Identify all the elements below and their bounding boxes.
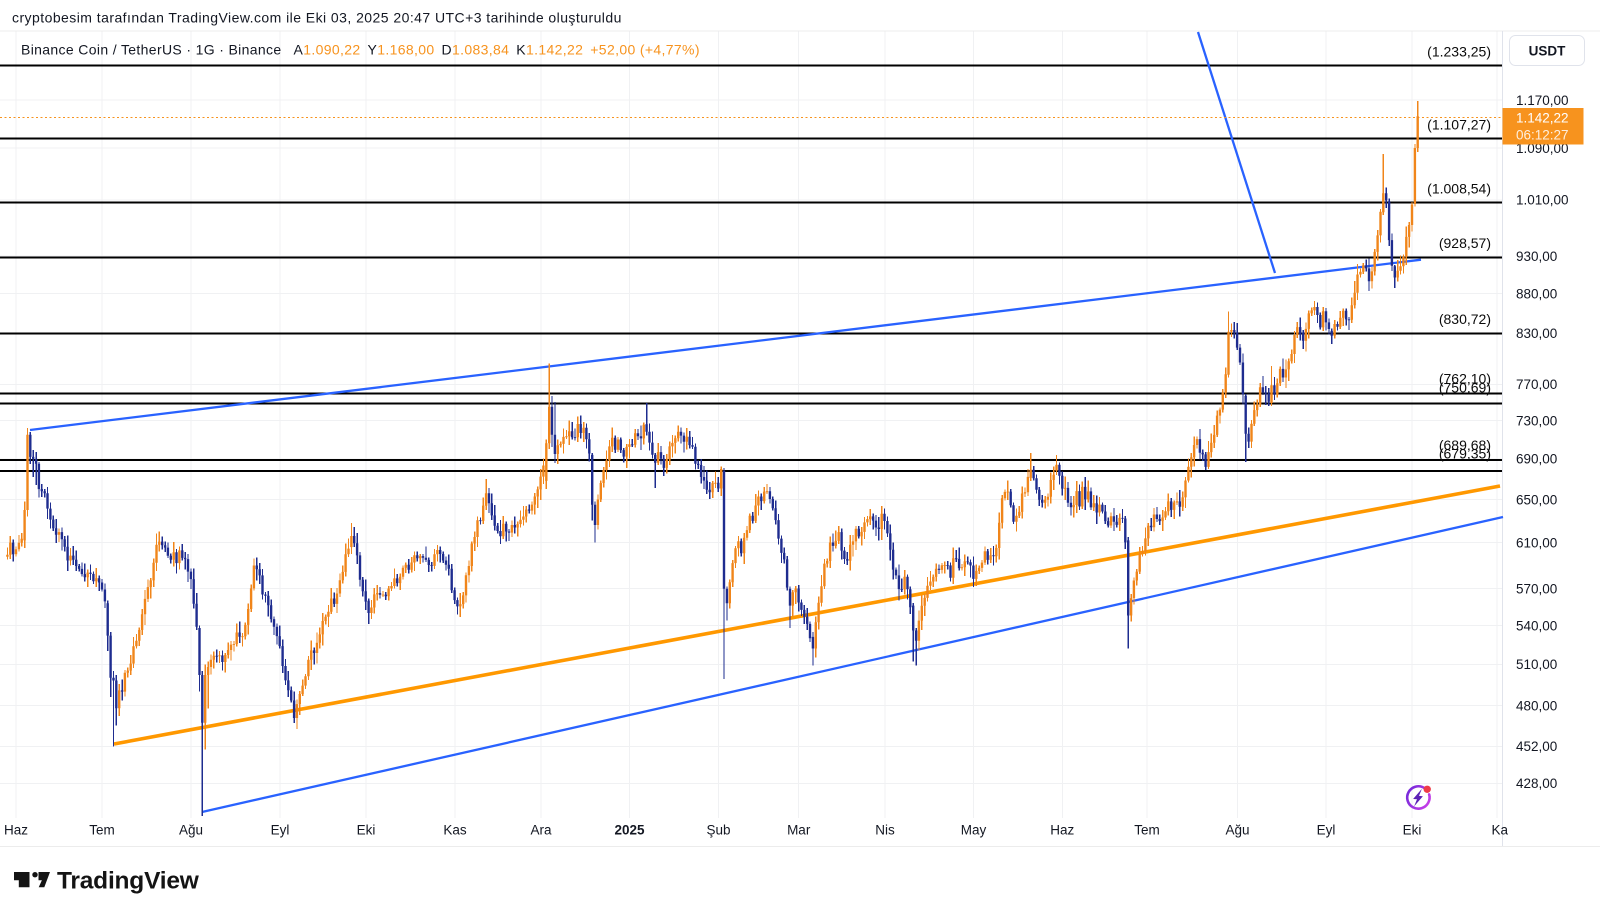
- svg-text:USDT: USDT: [1529, 44, 1567, 59]
- svg-text:Haz: Haz: [1050, 823, 1074, 838]
- svg-text:(1.107,27): (1.107,27): [1427, 116, 1491, 132]
- svg-text:Haz: Haz: [4, 823, 28, 838]
- svg-text:(679,35): (679,35): [1439, 446, 1491, 462]
- svg-text:06:12:27: 06:12:27: [1516, 128, 1569, 143]
- svg-text:570,00: 570,00: [1516, 582, 1557, 597]
- svg-text:Tem: Tem: [1134, 823, 1160, 838]
- svg-text:Ka: Ka: [1492, 823, 1509, 838]
- svg-text:Eki: Eki: [357, 823, 376, 838]
- svg-text:Ağu: Ağu: [1225, 823, 1249, 838]
- svg-text:540,00: 540,00: [1516, 618, 1557, 633]
- svg-text:Mar: Mar: [787, 823, 811, 838]
- svg-text:2025: 2025: [614, 823, 645, 838]
- svg-text:(689,68): (689,68): [1439, 437, 1491, 453]
- svg-text:(762,10): (762,10): [1439, 370, 1491, 386]
- svg-text:Nis: Nis: [875, 823, 895, 838]
- svg-text:610,00: 610,00: [1516, 535, 1557, 550]
- svg-text:(830,72): (830,72): [1439, 311, 1491, 327]
- svg-text:(928,57): (928,57): [1439, 235, 1491, 251]
- svg-text:Ağu: Ağu: [179, 823, 203, 838]
- svg-text:(750,69): (750,69): [1439, 379, 1491, 395]
- svg-text:930,00: 930,00: [1516, 249, 1557, 264]
- svg-text:Tem: Tem: [89, 823, 115, 838]
- svg-text:Binance Coin / TetherUS · 1G ·: Binance Coin / TetherUS · 1G · Binance A1…: [21, 42, 700, 58]
- svg-text:650,00: 650,00: [1516, 492, 1557, 507]
- svg-text:770,00: 770,00: [1516, 377, 1557, 392]
- svg-text:1.142,22: 1.142,22: [1516, 111, 1569, 126]
- svg-text:1.010,00: 1.010,00: [1516, 193, 1569, 208]
- svg-text:May: May: [961, 823, 987, 838]
- svg-text:452,00: 452,00: [1516, 739, 1557, 754]
- svg-text:830,00: 830,00: [1516, 326, 1557, 341]
- svg-text:(1.233,25): (1.233,25): [1427, 43, 1491, 59]
- svg-text:480,00: 480,00: [1516, 698, 1557, 713]
- svg-text:Eyl: Eyl: [271, 823, 290, 838]
- svg-text:cryptobesim tarafından Trading: cryptobesim tarafından TradingView.com i…: [12, 10, 622, 26]
- svg-text:Kas: Kas: [443, 823, 467, 838]
- svg-text:(1.008,54): (1.008,54): [1427, 180, 1491, 196]
- svg-text:428,00: 428,00: [1516, 776, 1557, 791]
- svg-text:880,00: 880,00: [1516, 286, 1557, 301]
- svg-text:Eki: Eki: [1403, 823, 1422, 838]
- svg-text:510,00: 510,00: [1516, 657, 1557, 672]
- svg-text:TradingView: TradingView: [57, 868, 200, 895]
- svg-text:1.170,00: 1.170,00: [1516, 93, 1569, 108]
- svg-text:Ara: Ara: [530, 823, 552, 838]
- svg-text:1.090,00: 1.090,00: [1516, 141, 1569, 156]
- svg-text:Eyl: Eyl: [1317, 823, 1336, 838]
- svg-text:690,00: 690,00: [1516, 452, 1557, 467]
- svg-text:730,00: 730,00: [1516, 413, 1557, 428]
- svg-text:Şub: Şub: [706, 823, 730, 838]
